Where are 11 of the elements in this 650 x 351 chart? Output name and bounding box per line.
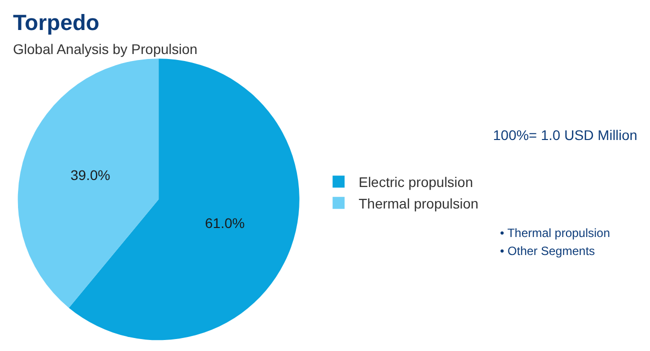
text: • Thermal propulsion bbox=[500, 226, 610, 240]
pie-slice bbox=[18, 58, 159, 308]
text: • Other Segments bbox=[500, 244, 595, 258]
data-label: 61.0% bbox=[204, 215, 245, 232]
pie-slice bbox=[68, 58, 300, 340]
chart-subtitle: Global Analysis by Propulsion bbox=[13, 41, 198, 57]
legend-label: Electric propulsion bbox=[358, 174, 473, 190]
chart-title: Torpedo bbox=[13, 10, 100, 35]
data-label: 39.0% bbox=[70, 166, 110, 183]
legend-label: Thermal propulsion bbox=[358, 195, 478, 212]
text: 100%= 1.0 USD Million bbox=[493, 127, 638, 143]
